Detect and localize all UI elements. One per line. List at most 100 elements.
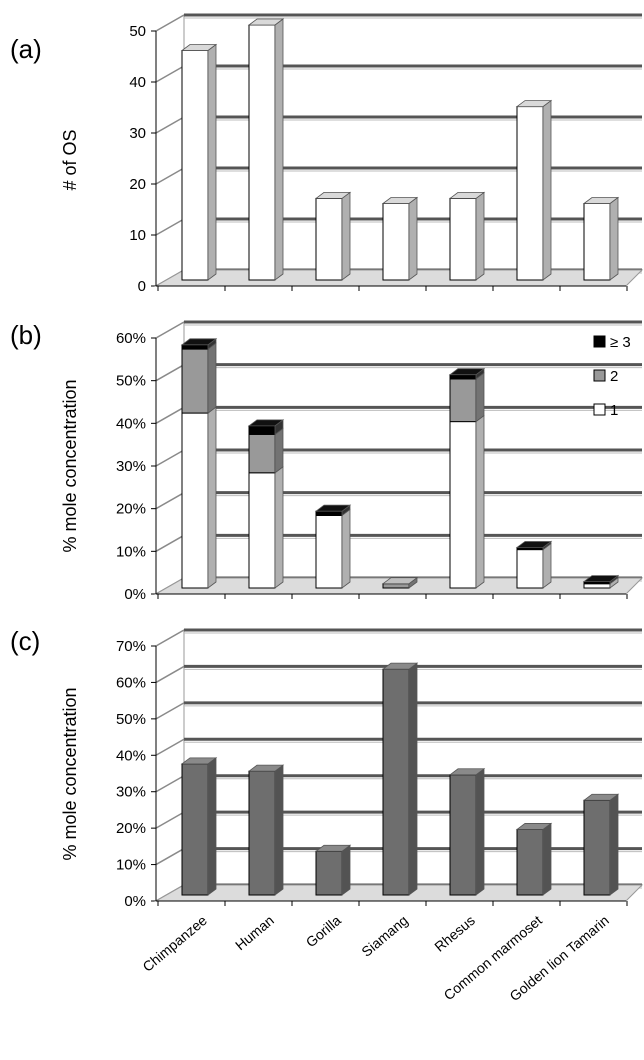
bar-common-marmoset-top [515,541,553,548]
bar-chimpanzee-side [207,43,217,281]
bar-chimpanzee-series-1-side [207,406,217,589]
bar-golden-lion-tamarin-top [582,793,620,801]
panel-label: (b) [10,320,42,350]
gridline-side [155,492,185,510]
y-tick-label: 30% [116,458,146,475]
bar-siamang [382,668,410,896]
gridline-side [155,167,185,185]
bar-human-series-2 [248,433,276,474]
y-tick-label: 20 [129,176,146,193]
bar-chimpanzee [181,50,209,281]
bar-human-series-3 [248,425,276,435]
bar-common-marmoset [516,828,544,896]
bar-chimpanzee-series-3 [181,344,209,350]
bar-common-marmoset-series-1 [516,549,544,589]
bar-gorilla-side [341,191,351,281]
bar-rhesus-side [475,767,485,896]
bar-rhesus-series-2 [449,378,477,423]
bar-human [248,770,276,896]
legend-swatch-3 [593,335,606,348]
bar-golden-lion-tamarin-side [609,793,619,896]
bar-common-marmoset-series-1-side [542,542,552,589]
y-tick-label: 10 [129,227,146,244]
bar-common-marmoset-side [542,822,552,896]
bar-rhesus-top [448,368,486,376]
y-axis-label: % mole concentration [60,379,80,552]
panel-label: (c) [10,626,40,656]
bar-rhesus [449,197,477,281]
bar-human-series-1-side [274,465,284,589]
y-tick-label: 50% [116,711,146,728]
bar-chimpanzee [181,763,209,896]
y-tick-label: 30% [116,784,146,801]
gridline-side [155,65,185,83]
bar-human-top [247,419,285,427]
bar-golden-lion-tamarin-series-1 [583,583,611,589]
gridline-side [155,775,185,793]
bar-rhesus-series-1-side [475,414,485,589]
y-tick-label: 20% [116,501,146,518]
bar-rhesus-series-3 [449,374,477,380]
legend: ≥ 3 2 1 [593,334,631,419]
bar-gorilla-series-3 [315,510,343,516]
x-tick-label-gorilla: Gorilla [303,912,344,950]
bar-common-marmoset-top [515,823,553,830]
bar-human-side [274,764,284,896]
gridline-side [155,364,185,382]
bar-gorilla-top [314,191,352,199]
bar-gorilla [315,197,343,281]
y-tick-label: 40% [116,415,146,432]
bar-rhesus-top [448,191,486,199]
y-tick-label: 40% [116,747,146,764]
bar-rhesus-top [448,768,486,776]
bar-chimpanzee-series-1 [181,412,209,589]
bar-common-marmoset [516,106,544,281]
bar-human-top [247,18,285,26]
legend-swatch-2 [593,369,606,382]
bar-siamang [382,203,410,281]
gridline-side [155,665,185,684]
bar-golden-lion-tamarin [583,203,611,281]
bar-gorilla-top [314,844,352,852]
bar-chimpanzee-series-2-side [207,342,217,414]
bar-human-series-1 [248,472,276,589]
bar-chimpanzee-side [207,757,217,896]
bar-siamang-top [381,662,419,670]
y-tick-label: 0% [124,893,146,910]
y-tick-label: 30 [129,125,146,142]
bar-gorilla-top [314,504,352,512]
legend-swatch-1 [593,403,606,416]
bar-siamang-top [381,197,419,204]
bar-siamang-side [408,196,418,281]
bar-chimpanzee-top [180,44,218,51]
y-tick-label: 0 [138,278,146,295]
y-tick-label: 10% [116,543,146,560]
bar-chimpanzee-top [180,338,218,346]
y-tick-label: 70% [116,638,146,655]
side-wall [155,14,185,287]
x-tick-label-human: Human [232,912,277,953]
bar-chimpanzee-series-2 [181,348,209,414]
bar-golden-lion-tamarin-top [582,197,620,204]
bar-chimpanzee-top [180,757,218,765]
bar-rhesus-side [475,191,485,281]
gridline-side [155,811,185,829]
bar-siamang-series-2 [382,583,410,589]
gridline-side [155,534,185,552]
x-tick-label-chimpanzee: Chimpanzee [139,912,210,975]
bar-gorilla-side [341,844,351,896]
bar-rhesus-series-1 [449,421,477,589]
y-axis-label: # of OS [60,129,80,190]
legend-label: 2 [610,368,618,385]
y-tick-label: 0% [124,586,146,603]
y-tick-label: 50 [129,23,146,40]
bar-rhesus-series-2-side [475,372,485,423]
bar-gorilla-series-1 [315,514,343,589]
gridline-side [155,702,185,720]
y-tick-label: 50% [116,373,146,390]
bar-common-marmoset-top [515,100,553,107]
side-wall [155,629,185,902]
bar-golden-lion-tamarin [583,799,611,896]
bar-human [248,24,276,281]
